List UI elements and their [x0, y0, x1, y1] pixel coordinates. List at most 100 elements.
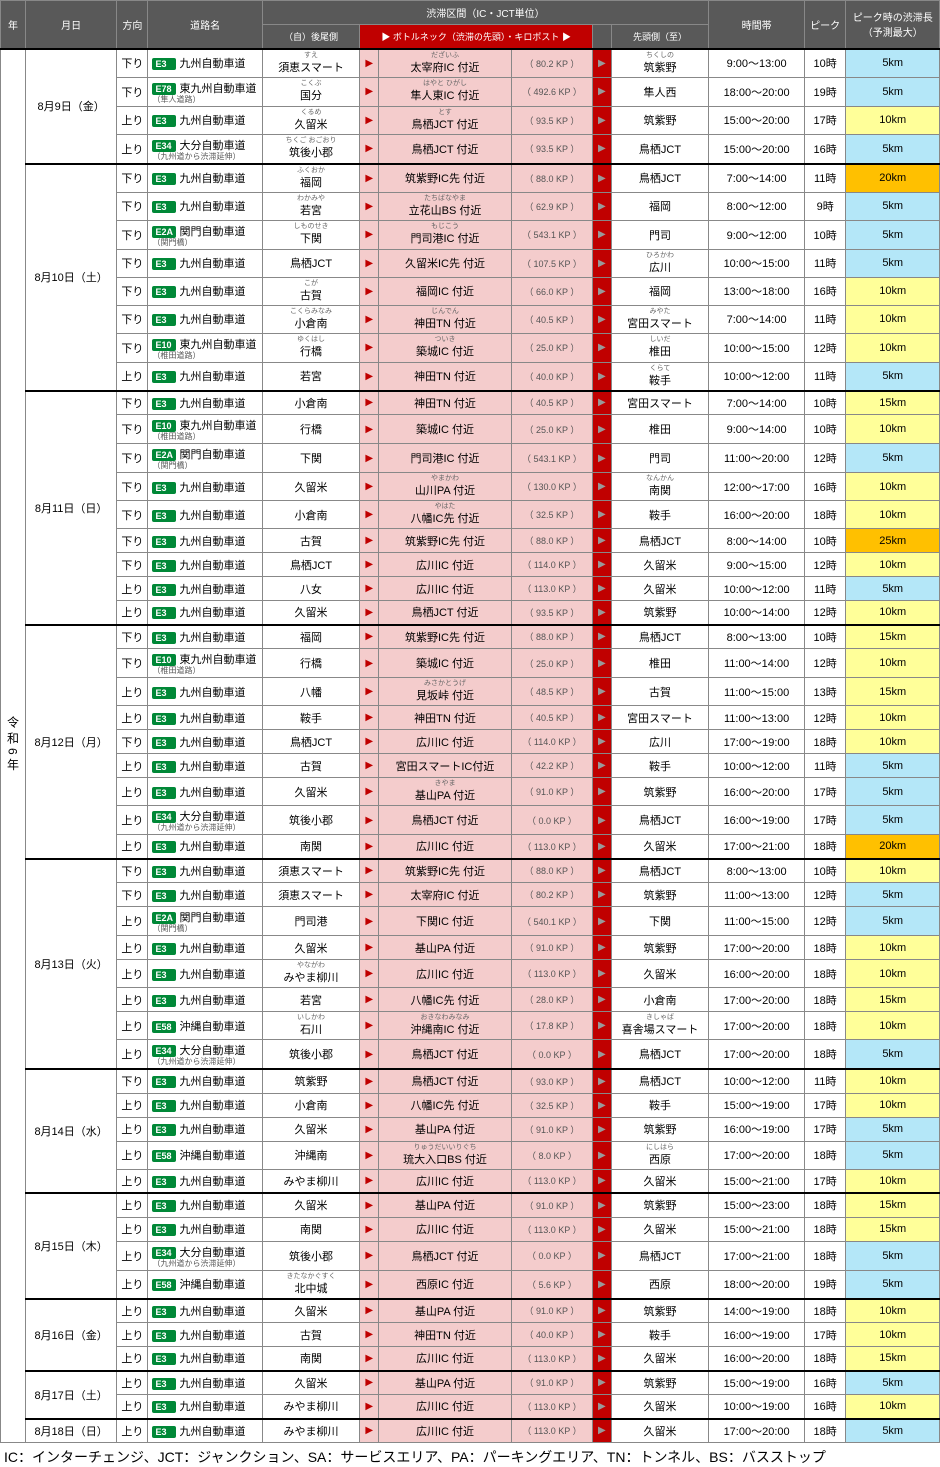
dir-cell: 上り [117, 1141, 148, 1169]
route-badge: E34 [152, 140, 176, 152]
tail-cell: 小倉南 [262, 391, 360, 415]
bottleneck-cell: だざいふ太宰府IC 付近 [379, 49, 512, 78]
arrow-icon: ▶ [592, 936, 611, 960]
kp-cell: （ 91.0 KP ） [511, 936, 592, 960]
road-cell: E3九州自動車道 [148, 1395, 262, 1419]
peak-cell: 11時 [804, 305, 846, 333]
dir-cell: 上り [117, 1371, 148, 1395]
length-cell: 5km [846, 1371, 940, 1395]
length-cell: 15km [846, 678, 940, 706]
peak-cell: 16時 [804, 473, 846, 501]
arrow-icon: ▶ [592, 1217, 611, 1241]
head-cell: 椎田 [611, 415, 709, 444]
peak-cell: 12時 [804, 883, 846, 907]
time-cell: 17:00～20:00 [709, 936, 805, 960]
route-badge: E3 [152, 1224, 176, 1236]
arrow-icon: ▶ [360, 362, 379, 391]
table-row: 上りE34大分自動車道（九州道から渋滞延伸）筑後小郡▶鳥栖JCT 付近（ 0.0… [1, 1040, 940, 1070]
head-cell: ちくしの筑紫野 [611, 49, 709, 78]
length-cell: 5km [846, 77, 940, 106]
head-cell: 筑紫野 [611, 1371, 709, 1395]
time-cell: 11:00～14:00 [709, 649, 805, 678]
date-cell: 8月13日（火） [25, 859, 116, 1070]
road-cell: E3九州自動車道 [148, 164, 262, 193]
head-cell: 久留米 [611, 1347, 709, 1371]
head-cell: 宮田スマート [611, 391, 709, 415]
road-cell: E58沖縄自動車道 [148, 1012, 262, 1040]
peak-cell: 18時 [804, 730, 846, 754]
time-cell: 15:00～19:00 [709, 1371, 805, 1395]
head-cell: 久留米 [611, 960, 709, 988]
route-badge: E3 [152, 761, 176, 773]
road-cell: E3九州自動車道 [148, 391, 262, 415]
length-cell: 15km [846, 1347, 940, 1371]
head-cell: 福岡 [611, 277, 709, 305]
tail-cell: 鳥栖JCT [262, 249, 360, 277]
bottleneck-cell: 広川IC 付近 [379, 1217, 512, 1241]
head-cell: 宮田スマート [611, 706, 709, 730]
arrow-icon: ▶ [360, 883, 379, 907]
peak-cell: 10時 [804, 415, 846, 444]
bottleneck-cell: みさかとうげ見坂峠 付近 [379, 678, 512, 706]
road-cell: E3九州自動車道 [148, 706, 262, 730]
time-cell: 11:00～15:00 [709, 678, 805, 706]
table-row: 下りE3九州自動車道わかみや若宮▶たちばなやま立花山BS 付近（ 62.9 KP… [1, 192, 940, 220]
dir-cell: 下り [117, 649, 148, 678]
bottleneck-cell: 八幡IC先 付近 [379, 1093, 512, 1117]
date-cell: 8月12日（月） [25, 625, 116, 859]
tail-cell: 久留米 [262, 601, 360, 625]
arrow-icon: ▶ [360, 835, 379, 859]
table-row: 下りE3九州自動車道こくらみなみ小倉南▶じんでん神田TN 付近（ 40.5 KP… [1, 305, 940, 333]
head-cell: 門司 [611, 220, 709, 249]
kp-cell: （ 113.0 KP ） [511, 1395, 592, 1419]
kp-cell: （ 8.0 KP ） [511, 1141, 592, 1169]
arrow-icon: ▶ [592, 625, 611, 649]
kp-cell: （ 114.0 KP ） [511, 730, 592, 754]
peak-cell: 19時 [804, 1270, 846, 1299]
arrow-icon: ▶ [592, 835, 611, 859]
kp-cell: （ 91.0 KP ） [511, 1371, 592, 1395]
dir-cell: 上り [117, 1193, 148, 1217]
dir-cell: 上り [117, 706, 148, 730]
arrow-icon: ▶ [592, 883, 611, 907]
table-row: 下りE78東九州自動車道（隼人道路）こくぶ国分▶はやと ひがし隼人東IC 付近（… [1, 77, 940, 106]
kp-cell: （ 93.0 KP ） [511, 1069, 592, 1093]
bottleneck-cell: 門司港IC 付近 [379, 444, 512, 473]
arrow-icon: ▶ [360, 649, 379, 678]
arrow-icon: ▶ [592, 362, 611, 391]
kp-cell: （ 66.0 KP ） [511, 277, 592, 305]
time-cell: 16:00～20:00 [709, 501, 805, 529]
time-cell: 15:00～21:00 [709, 1217, 805, 1241]
bottleneck-cell: 筑紫野IC先 付近 [379, 859, 512, 883]
dir-cell: 上り [117, 1395, 148, 1419]
peak-cell: 11時 [804, 1069, 846, 1093]
arrow-icon: ▶ [592, 134, 611, 164]
road-cell: E34大分自動車道（九州道から渋滞延伸） [148, 806, 262, 835]
time-cell: 7:00～14:00 [709, 391, 805, 415]
dir-cell: 下り [117, 49, 148, 78]
road-cell: E3九州自動車道 [148, 305, 262, 333]
arrow-icon: ▶ [592, 577, 611, 601]
kp-cell: （ 48.5 KP ） [511, 678, 592, 706]
dir-cell: 上り [117, 988, 148, 1012]
peak-cell: 18時 [804, 988, 846, 1012]
road-cell: E3九州自動車道 [148, 553, 262, 577]
time-cell: 14:00～19:00 [709, 1299, 805, 1323]
route-badge: E34 [152, 1045, 176, 1057]
head-cell: 久留米 [611, 1395, 709, 1419]
head-cell: 広川 [611, 730, 709, 754]
hdr-neck: ▶ ボトルネック（渋滞の先頭）・キロポスト ▶ [360, 25, 593, 49]
tail-cell: 鞍手 [262, 706, 360, 730]
head-cell: 西原 [611, 1270, 709, 1299]
kp-cell: （ 93.5 KP ） [511, 134, 592, 164]
route-badge: E3 [152, 371, 176, 383]
bottleneck-cell: もじこう門司港IC 付近 [379, 220, 512, 249]
route-badge: E2A [152, 912, 176, 924]
table-row: 上りE58沖縄自動車道きたなかぐすく北中城▶西原IC 付近（ 5.6 KP ）▶… [1, 1270, 940, 1299]
route-badge: E3 [152, 314, 176, 326]
head-cell: 鞍手 [611, 501, 709, 529]
arrow-icon: ▶ [592, 553, 611, 577]
dir-cell: 下り [117, 501, 148, 529]
table-row: 上りE3九州自動車道小倉南▶八幡IC先 付近（ 32.5 KP ）▶鞍手15:0… [1, 1093, 940, 1117]
length-cell: 5km [846, 192, 940, 220]
